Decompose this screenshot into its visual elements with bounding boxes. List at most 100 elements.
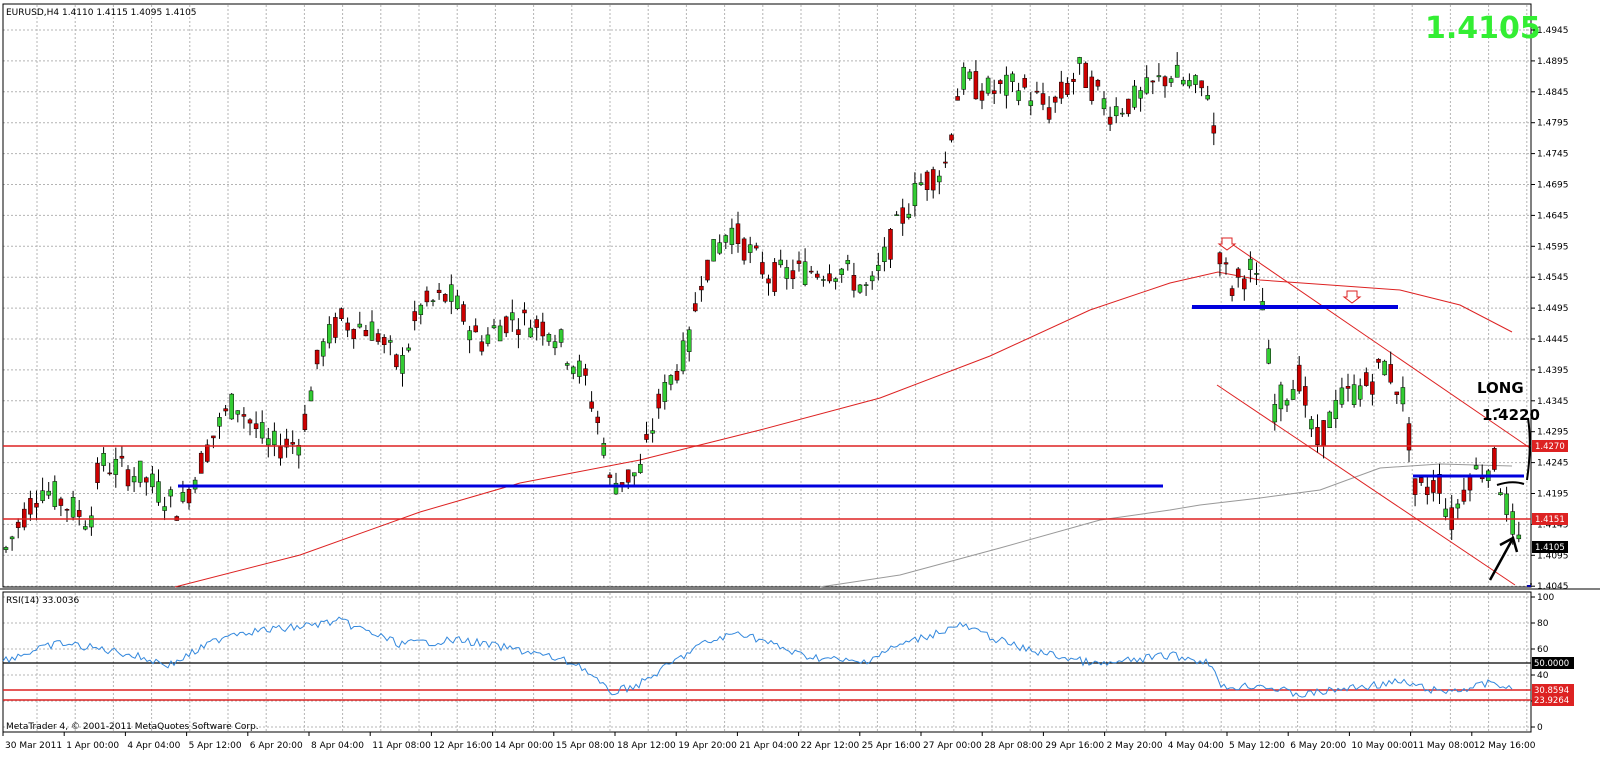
current-price-tag: 1.4105	[1532, 541, 1568, 553]
candle-body	[253, 423, 259, 430]
candle-body	[436, 289, 442, 293]
candle-body	[455, 295, 460, 309]
candle-body	[674, 370, 680, 381]
candle-body	[497, 325, 503, 342]
candle-body	[308, 390, 314, 402]
candle-body	[144, 477, 149, 483]
annotation-target-price: 1.4220	[1482, 406, 1540, 424]
candle-body	[985, 77, 991, 94]
candle-body	[680, 340, 686, 372]
candle-body	[290, 442, 295, 445]
candle-body	[1412, 478, 1418, 495]
candle-body	[357, 323, 363, 328]
time-axis-label: 12 Apr 16:00	[433, 741, 492, 751]
candle-body	[327, 324, 332, 344]
candle-body	[1443, 508, 1448, 517]
time-axis-label: 2 May 20:00	[1107, 741, 1163, 751]
candle-body	[1498, 492, 1503, 496]
price-axis-label: 1.4495	[1537, 304, 1569, 314]
time-axis-label: 14 Apr 00:00	[495, 741, 554, 751]
candle-body	[607, 474, 613, 478]
candle-body	[967, 71, 973, 79]
rsi-axis-label: 60	[1537, 645, 1549, 655]
candle-body	[388, 340, 393, 343]
candle-body	[845, 260, 851, 265]
candle-body	[1059, 81, 1064, 99]
candle-body	[1156, 75, 1162, 78]
candle-body	[595, 416, 600, 423]
candle-body	[729, 227, 735, 245]
candle-body	[162, 506, 167, 511]
svg-text:50.0000: 50.0000	[1534, 659, 1569, 669]
candle-body	[869, 275, 875, 282]
candle-body	[1461, 489, 1467, 502]
time-axis-label: 6 Apr 20:00	[250, 741, 303, 751]
channel-upper-line[interactable]	[1225, 239, 1531, 449]
candle-body	[266, 438, 271, 446]
candle-body	[906, 213, 912, 218]
candle-body	[375, 333, 381, 342]
candle-body	[693, 303, 698, 312]
candle-body	[534, 319, 539, 328]
candle-body	[1028, 100, 1034, 106]
candle-body	[400, 355, 405, 374]
candle-body	[1357, 385, 1363, 400]
candle-body	[717, 242, 722, 254]
candle-body	[333, 317, 338, 338]
candle-body	[83, 526, 88, 530]
candle-body	[863, 284, 869, 286]
price-axis-label: 1.4745	[1537, 150, 1569, 160]
svg-text:1.4270: 1.4270	[1535, 442, 1565, 452]
candle-body	[1010, 73, 1015, 82]
candle-body	[1290, 389, 1296, 400]
time-axis-label: 11 May 08:00	[1413, 741, 1475, 751]
candle-body	[1217, 252, 1223, 265]
candle-body	[1138, 90, 1143, 99]
support-price-tag: 1.4151	[1532, 513, 1568, 525]
candle-body	[1120, 112, 1125, 115]
candle-body	[479, 341, 485, 352]
candle-body	[857, 284, 863, 293]
candle-body	[1394, 391, 1400, 395]
candle-body	[1113, 106, 1119, 117]
price-axis-label: 1.4045	[1537, 582, 1569, 592]
candle-body	[1425, 486, 1430, 496]
candle-body	[815, 273, 820, 278]
candle-body	[1187, 80, 1192, 87]
candle-body	[577, 360, 582, 377]
candle-body	[888, 229, 893, 260]
candle-body	[64, 509, 70, 511]
time-axis-label: 11 Apr 08:00	[372, 741, 431, 751]
candle-body	[613, 482, 619, 495]
annotation-strike	[1492, 408, 1501, 412]
candle-body	[540, 321, 546, 337]
candle-body	[137, 460, 143, 483]
candle-body	[1150, 80, 1156, 83]
time-axis[interactable]: 30 Mar 2011 1 Apr 00:00 4 Apr 04:00 5 Apr 1…	[2, 732, 1536, 751]
candle-body	[747, 244, 753, 253]
candle-body	[973, 71, 979, 100]
candle-body	[1254, 273, 1259, 275]
candle-body	[1406, 423, 1412, 451]
channel-lower-line[interactable]	[1216, 384, 1516, 586]
candle-body	[473, 325, 478, 333]
candle-body	[1052, 96, 1058, 103]
time-axis-label: 6 May 20:00	[1290, 741, 1346, 751]
candle-body	[1077, 57, 1082, 64]
candle-body	[1107, 116, 1113, 125]
candle-body	[638, 463, 643, 473]
candle-body	[259, 422, 265, 439]
price-axis[interactable]: 1.4945 1.4895 1.4845 1.4795 1.4745 1.4695 1.46…	[1531, 26, 1569, 592]
candle-body	[1364, 372, 1369, 386]
candle-body	[28, 498, 33, 515]
candle-body	[699, 285, 704, 291]
candle-body	[894, 214, 899, 216]
candle-body	[583, 368, 588, 376]
price-axis-label: 1.4395	[1537, 366, 1569, 376]
candle-body	[833, 278, 838, 282]
svg-text:23.9264: 23.9264	[1534, 696, 1569, 706]
svg-text:30.8594: 30.8594	[1534, 686, 1569, 696]
candle-body	[1211, 125, 1217, 134]
candle-body	[1034, 90, 1040, 93]
